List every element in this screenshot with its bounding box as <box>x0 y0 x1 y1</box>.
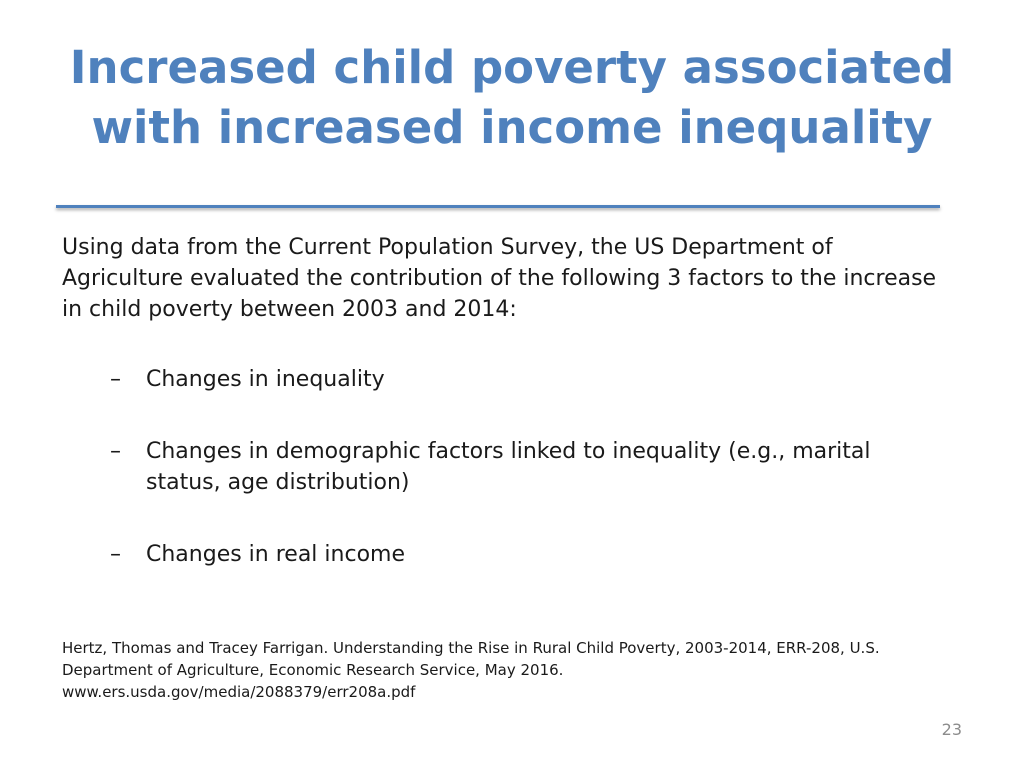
dash-bullet-icon: – <box>110 439 121 464</box>
slide-title-line-1: Increased child poverty associated <box>69 41 955 94</box>
page-number: 23 <box>941 720 962 739</box>
intro-paragraph: Using data from the Current Population S… <box>62 235 937 322</box>
dash-bullet-icon: – <box>110 367 121 392</box>
slide-title: Increased child poverty associated with … <box>40 38 984 158</box>
citation-line-2: Department of Agriculture, Economic Rese… <box>62 661 564 679</box>
dash-bullet-icon: – <box>110 542 121 567</box>
citation: Hertz, Thomas and Tracey Farrigan. Under… <box>62 637 962 703</box>
factor-item-label: Changes in inequality <box>146 367 385 392</box>
factor-item-label: Changes in demographic factors linked to… <box>146 439 871 495</box>
factor-item-inequality: – Changes in inequality <box>110 364 950 395</box>
slide-title-line-2: with increased income inequality <box>91 101 933 154</box>
citation-line-1: Hertz, Thomas and Tracey Farrigan. Under… <box>62 639 880 657</box>
factor-item-demographics: – Changes in demographic factors linked … <box>110 436 950 498</box>
factor-item-label: Changes in real income <box>146 542 405 567</box>
citation-url: www.ers.usda.gov/media/2088379/err208a.p… <box>62 683 416 701</box>
title-divider <box>56 205 940 208</box>
factor-list: – Changes in inequality – Changes in dem… <box>110 364 950 570</box>
factor-item-real-income: – Changes in real income <box>110 539 950 570</box>
